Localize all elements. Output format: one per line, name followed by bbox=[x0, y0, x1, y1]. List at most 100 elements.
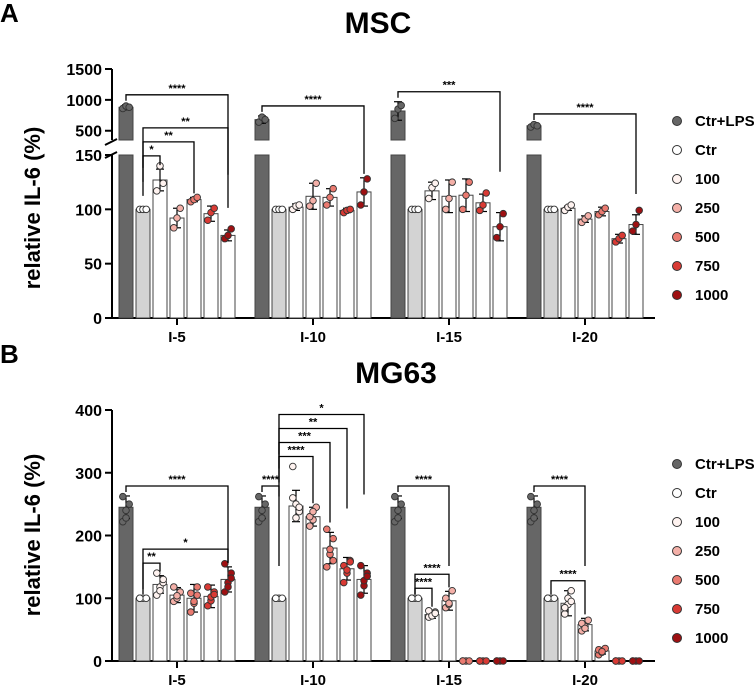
x-category-label: I-15 bbox=[436, 329, 462, 346]
y-tick-label: 400 bbox=[75, 403, 102, 420]
data-point bbox=[530, 506, 538, 515]
data-point bbox=[482, 189, 490, 197]
significance-label: **** bbox=[168, 83, 186, 95]
legend-marker bbox=[672, 203, 682, 213]
data-point bbox=[309, 507, 317, 516]
data-point bbox=[584, 616, 592, 624]
bar-Ctr+LPS-I-5 bbox=[118, 506, 134, 662]
legend-label: 100 bbox=[695, 514, 720, 531]
y-tick-label: 1500 bbox=[66, 62, 102, 79]
data-point bbox=[527, 492, 535, 501]
data-point bbox=[459, 657, 467, 665]
data-point bbox=[476, 206, 484, 215]
legend-label: 500 bbox=[695, 572, 720, 589]
data-point bbox=[210, 204, 218, 212]
data-point bbox=[153, 569, 161, 577]
data-point bbox=[414, 205, 422, 214]
y-tick-label: 1000 bbox=[66, 93, 102, 110]
data-point bbox=[278, 205, 286, 214]
data-point bbox=[255, 492, 263, 501]
data-point bbox=[346, 205, 354, 214]
significance-label: * bbox=[319, 402, 324, 414]
legend-marker bbox=[672, 290, 682, 300]
significance-label: * bbox=[183, 537, 188, 549]
bar-250-I-5 bbox=[169, 217, 185, 319]
data-point bbox=[204, 583, 212, 591]
data-point bbox=[136, 594, 144, 603]
data-point bbox=[357, 591, 365, 599]
data-point bbox=[292, 514, 300, 522]
data-point bbox=[346, 558, 354, 566]
bar-750-I-5 bbox=[203, 213, 219, 319]
significance-bracket bbox=[261, 105, 365, 174]
data-point bbox=[193, 583, 201, 591]
legend-label: 750 bbox=[695, 601, 720, 618]
y-axis-label: relative IL-6 (%) bbox=[20, 127, 45, 290]
bar-750-I-15 bbox=[475, 202, 491, 319]
y-tick-label: 100 bbox=[75, 591, 102, 608]
data-point bbox=[173, 214, 181, 222]
bar-Ctr-I-5 bbox=[135, 208, 151, 319]
x-category-label: I-20 bbox=[572, 672, 598, 688]
data-point bbox=[476, 657, 484, 665]
legend-marker bbox=[672, 116, 682, 126]
bar-Ctr+LPS-I-10 bbox=[254, 154, 270, 319]
bar-250-I-10 bbox=[305, 516, 321, 662]
significance-bracket bbox=[397, 485, 450, 566]
legend-marker bbox=[672, 604, 682, 614]
y-tick-label: 50 bbox=[84, 257, 102, 274]
bar-break-gap bbox=[118, 141, 134, 154]
legend-marker bbox=[672, 517, 682, 527]
data-point bbox=[261, 500, 269, 508]
significance-bracket bbox=[261, 485, 280, 566]
bar-250-I-15 bbox=[441, 195, 457, 319]
data-point bbox=[329, 534, 337, 543]
bar-break-gap bbox=[254, 141, 270, 154]
legend-marker bbox=[672, 633, 682, 643]
data-point bbox=[363, 175, 371, 183]
bar-Ctr+LPS-I-20 bbox=[526, 506, 542, 662]
legend-marker bbox=[672, 145, 682, 155]
panel-letter: B bbox=[0, 339, 19, 369]
x-category-label: I-15 bbox=[436, 672, 462, 688]
data-point bbox=[193, 193, 201, 202]
data-point bbox=[550, 594, 558, 603]
bar-100-I-20 bbox=[560, 207, 576, 319]
data-point bbox=[567, 201, 575, 209]
x-category-label: I-10 bbox=[300, 672, 326, 688]
bar-Ctr+LPS-I-15 bbox=[390, 506, 406, 662]
legend-label: Ctr+LPS bbox=[695, 113, 754, 130]
data-point bbox=[289, 494, 297, 502]
x-category-label: I-5 bbox=[168, 329, 186, 346]
data-point bbox=[190, 597, 198, 606]
data-point bbox=[493, 233, 501, 242]
significance-bracket bbox=[550, 580, 586, 615]
data-point bbox=[278, 594, 286, 603]
y-tick-label: 100 bbox=[75, 202, 102, 219]
data-point bbox=[323, 201, 331, 209]
data-point bbox=[408, 594, 416, 603]
data-point bbox=[289, 462, 297, 471]
legend-label: Ctr bbox=[695, 142, 717, 159]
data-point bbox=[173, 591, 181, 600]
data-point bbox=[465, 657, 473, 665]
bar-100-I-10 bbox=[288, 206, 304, 319]
significance-label: ** bbox=[164, 130, 173, 142]
data-point bbox=[204, 216, 212, 224]
legend-marker bbox=[672, 488, 682, 498]
bar-Ctr+LPS-I-10 bbox=[254, 506, 270, 662]
data-point bbox=[618, 231, 626, 240]
data-point bbox=[391, 114, 399, 123]
legend-label: 1000 bbox=[695, 287, 728, 304]
data-point bbox=[561, 603, 569, 612]
data-point bbox=[295, 503, 303, 512]
data-point bbox=[142, 205, 150, 214]
data-point bbox=[459, 205, 467, 214]
legend-label: Ctr+LPS bbox=[695, 456, 754, 473]
legend-marker bbox=[672, 232, 682, 242]
data-point bbox=[326, 193, 334, 202]
significance-bracket bbox=[414, 573, 450, 595]
y-axis-label: relative IL-6 (%) bbox=[20, 454, 45, 617]
data-point bbox=[567, 597, 575, 606]
data-point bbox=[448, 178, 456, 186]
